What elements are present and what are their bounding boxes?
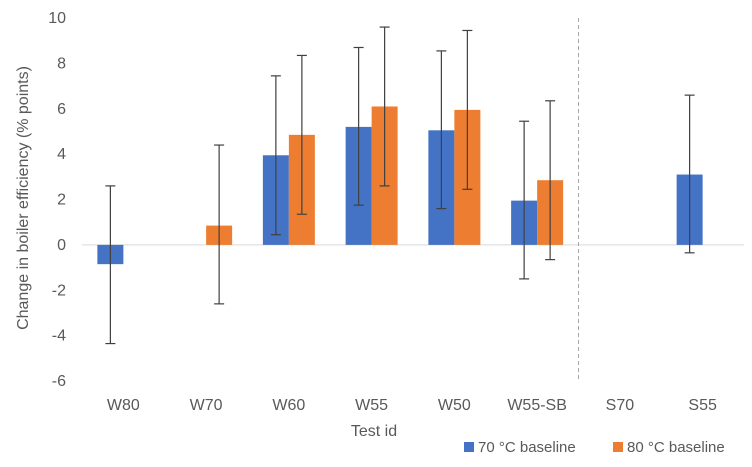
x-axis-label: Test id xyxy=(351,423,397,440)
legend-swatch-series-2 xyxy=(613,442,623,452)
bars xyxy=(97,106,703,265)
legend: 70 °C baseline 80 °C baseline xyxy=(464,439,725,456)
error-bar-series-1 xyxy=(684,94,695,254)
error-bar-series-1 xyxy=(105,185,116,345)
y-tick-label: 4 xyxy=(57,146,66,163)
x-tick-label: W50 xyxy=(438,397,471,414)
x-tick-label: S55 xyxy=(688,397,717,414)
x-tick-label: S70 xyxy=(606,397,635,414)
legend-label-series-2: 80 °C baseline xyxy=(627,439,725,456)
x-tick-label: W80 xyxy=(107,397,140,414)
y-axis-label: Change in boiler efficiency (% points) xyxy=(15,66,32,330)
y-tick-label: 6 xyxy=(57,101,66,118)
y-tick-labels: -6 -4 -2 0 2 4 6 8 10 xyxy=(48,10,66,390)
y-tick-label: -2 xyxy=(52,282,66,299)
error-bar-series-1 xyxy=(353,46,364,206)
error-bar-series-2 xyxy=(545,100,556,261)
x-tick-label: W60 xyxy=(272,397,305,414)
error-bar-series-2 xyxy=(462,29,473,190)
y-tick-label: -4 xyxy=(52,328,66,345)
error-bar-series-1 xyxy=(519,120,530,280)
error-bar-series-2 xyxy=(214,144,225,305)
axes xyxy=(82,18,744,381)
error-bar-series-2 xyxy=(379,26,390,187)
error-bar-series-1 xyxy=(270,75,281,236)
x-tick-labels: W80 W70 W60 W55 W50 W55-SB S70 S55 xyxy=(107,397,717,414)
legend-swatch-series-1 xyxy=(464,442,474,452)
x-tick-label: W55 xyxy=(355,397,388,414)
x-tick-label: W70 xyxy=(190,397,223,414)
y-tick-label: 8 xyxy=(57,55,66,72)
y-tick-label: 2 xyxy=(57,192,66,209)
error-bars xyxy=(105,26,695,345)
y-tick-label: -6 xyxy=(52,373,66,390)
x-tick-label: W55-SB xyxy=(507,397,567,414)
y-tick-label: 10 xyxy=(48,10,66,27)
y-tick-label: 0 xyxy=(57,237,66,254)
legend-label-series-1: 70 °C baseline xyxy=(478,439,576,456)
error-bar-series-2 xyxy=(296,54,307,215)
error-bar-series-1 xyxy=(436,50,447,210)
